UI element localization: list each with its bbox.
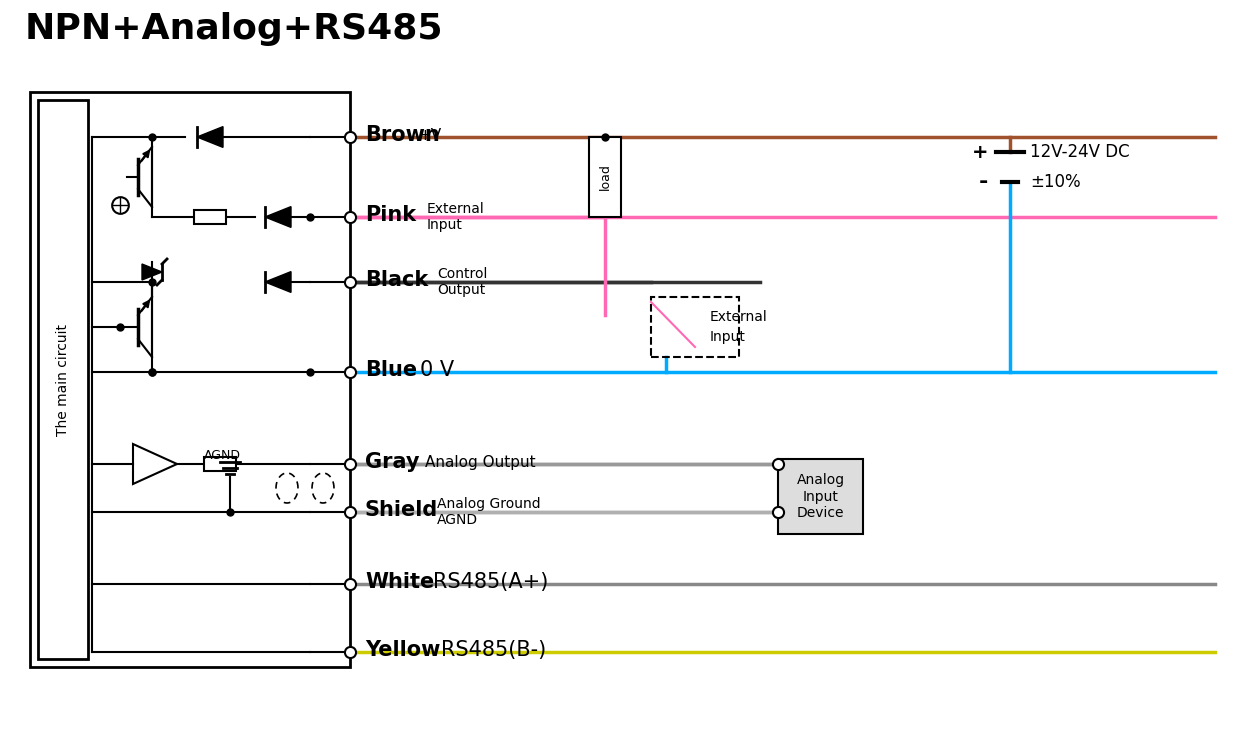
Text: ±10%: ±10% bbox=[1030, 173, 1081, 191]
Polygon shape bbox=[265, 272, 291, 292]
Text: Gray: Gray bbox=[364, 452, 419, 472]
Bar bbox=[778, 459, 864, 534]
Text: +: + bbox=[971, 143, 988, 161]
Text: Output: Output bbox=[437, 283, 485, 297]
Text: Blue: Blue bbox=[364, 360, 417, 380]
Text: External: External bbox=[710, 310, 768, 324]
Bar bbox=[589, 137, 622, 217]
Bar bbox=[30, 92, 349, 667]
Text: The main circuit: The main circuit bbox=[56, 323, 70, 436]
Bar bbox=[651, 297, 739, 357]
Text: Analog
Input
Device: Analog Input Device bbox=[796, 474, 845, 520]
Text: +V: +V bbox=[418, 128, 442, 143]
Polygon shape bbox=[197, 126, 223, 147]
Text: AGND: AGND bbox=[437, 513, 478, 527]
Polygon shape bbox=[142, 264, 162, 280]
Bar bbox=[203, 457, 236, 471]
Text: Input: Input bbox=[427, 218, 463, 232]
Text: RS485(B-): RS485(B-) bbox=[441, 640, 547, 660]
Bar bbox=[193, 210, 226, 224]
Polygon shape bbox=[265, 207, 291, 227]
Text: -: - bbox=[978, 172, 988, 192]
Text: Analog Output: Analog Output bbox=[426, 454, 535, 470]
Text: Yellow: Yellow bbox=[364, 640, 441, 660]
Text: Brown: Brown bbox=[364, 125, 439, 145]
Bar bbox=[37, 100, 89, 659]
Text: Black: Black bbox=[364, 270, 428, 290]
Text: 0 V: 0 V bbox=[421, 360, 454, 380]
Text: External: External bbox=[427, 202, 484, 216]
Text: Input: Input bbox=[710, 330, 746, 344]
Text: RS485(A+): RS485(A+) bbox=[433, 572, 548, 592]
Text: NPN+Analog+RS485: NPN+Analog+RS485 bbox=[25, 12, 443, 46]
Text: Pink: Pink bbox=[364, 205, 416, 225]
Text: load: load bbox=[599, 164, 612, 190]
Text: 12V-24V DC: 12V-24V DC bbox=[1030, 143, 1129, 161]
Text: White: White bbox=[364, 572, 434, 592]
Text: Control: Control bbox=[437, 267, 488, 281]
Text: AGND: AGND bbox=[203, 449, 241, 462]
Text: Shield: Shield bbox=[364, 500, 438, 520]
Text: Analog Ground: Analog Ground bbox=[437, 497, 540, 511]
